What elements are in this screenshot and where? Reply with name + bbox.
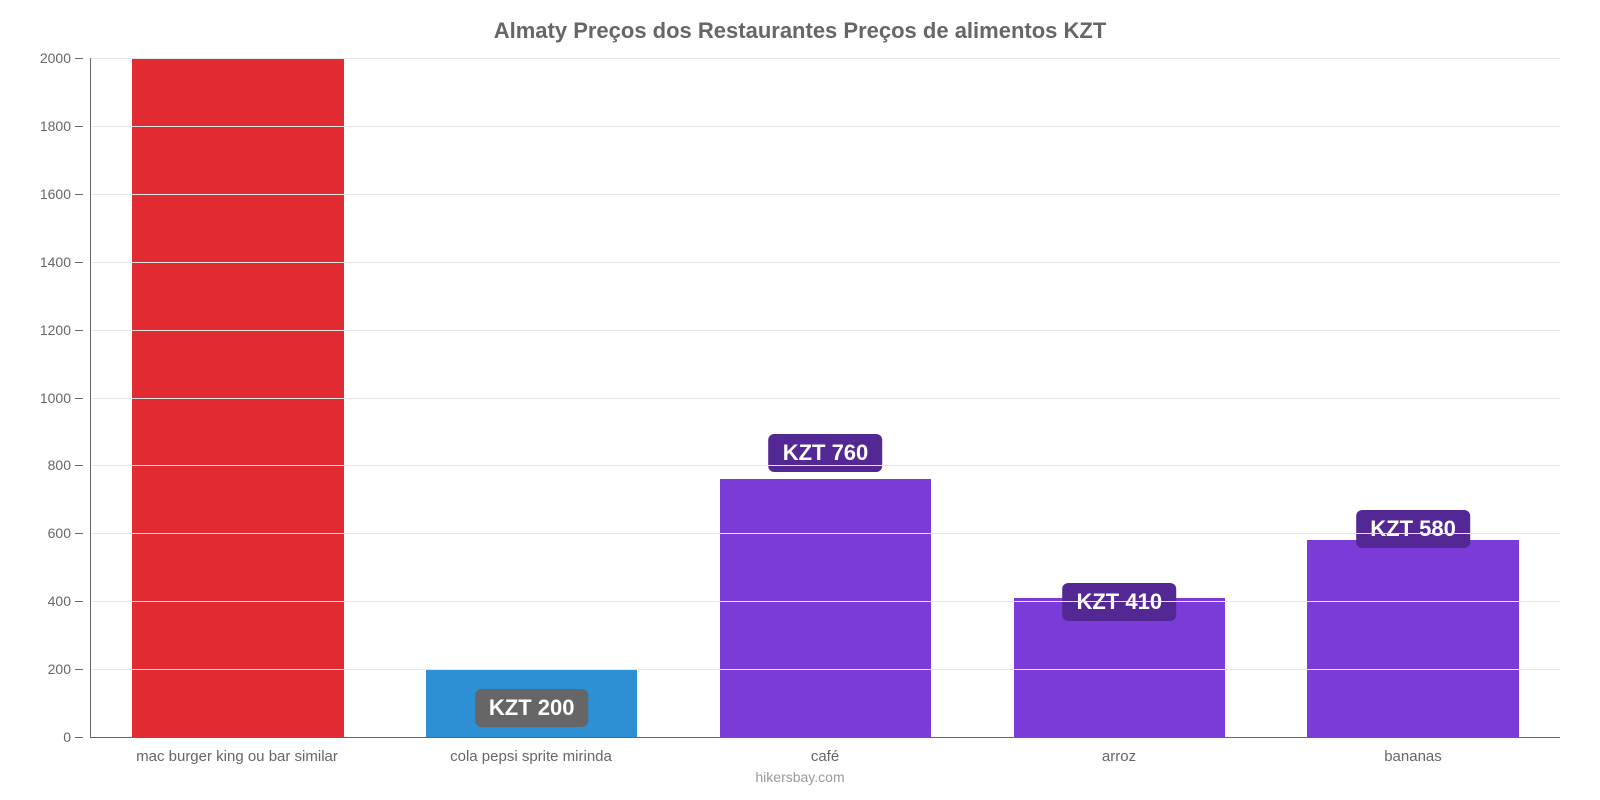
gridline [91, 330, 1560, 331]
x-axis-label: arroz [972, 748, 1266, 765]
y-tick-label: 1400 [40, 254, 71, 270]
y-tick-label: 1800 [40, 118, 71, 134]
x-axis-label: cola pepsi sprite mirinda [384, 748, 678, 765]
gridline [91, 669, 1560, 670]
gridline [91, 58, 1560, 59]
chart-footer: hikersbay.com [30, 769, 1570, 785]
y-tick-label: 2000 [40, 50, 71, 66]
gridline [91, 601, 1560, 602]
y-tick-label: 0 [63, 729, 71, 745]
gridline [91, 465, 1560, 466]
y-tick-label: 600 [48, 525, 71, 541]
x-axis-label: bananas [1266, 748, 1560, 765]
chart-title: Almaty Preços dos Restaurantes Preços de… [30, 18, 1570, 44]
gridline [91, 398, 1560, 399]
y-tick-label: 1200 [40, 322, 71, 338]
x-axis-labels: mac burger king ou bar similarcola pepsi… [90, 748, 1560, 765]
gridline [91, 126, 1560, 127]
value-badge: KZT 200 [475, 689, 589, 727]
gridline [91, 262, 1560, 263]
bar: KZT 410 [1014, 598, 1226, 737]
plot-area: KZT 2KKZT 200KZT 760KZT 410KZT 580 02004… [90, 58, 1560, 738]
y-tick-label: 800 [48, 457, 71, 473]
bar: KZT 200 [426, 669, 638, 737]
gridline [91, 533, 1560, 534]
y-tick-label: 200 [48, 661, 71, 677]
x-axis-label: mac burger king ou bar similar [90, 748, 384, 765]
y-tick-label: 1600 [40, 186, 71, 202]
bar-chart: Almaty Preços dos Restaurantes Preços de… [0, 0, 1600, 800]
bar: KZT 580 [1307, 540, 1519, 737]
y-tick-label: 1000 [40, 390, 71, 406]
y-tick-label: 400 [48, 593, 71, 609]
bar: KZT 760 [720, 479, 932, 737]
value-badge: KZT 580 [1356, 510, 1470, 548]
gridline [91, 194, 1560, 195]
x-axis-label: café [678, 748, 972, 765]
